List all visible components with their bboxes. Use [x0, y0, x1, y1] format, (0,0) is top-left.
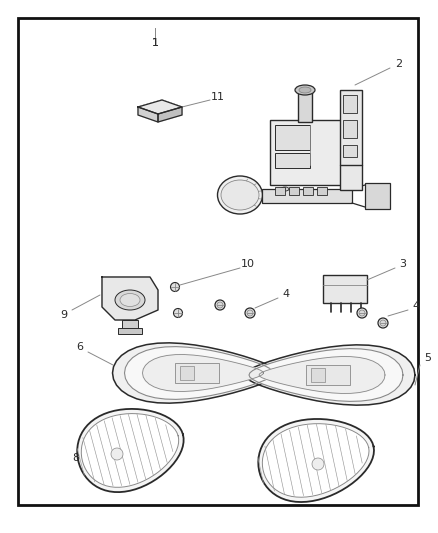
Text: 3: 3	[399, 259, 406, 269]
Bar	[343, 145, 357, 157]
Ellipse shape	[111, 448, 123, 460]
Ellipse shape	[221, 180, 259, 210]
Bar	[175, 363, 219, 383]
Ellipse shape	[359, 310, 365, 316]
Text: 7: 7	[344, 459, 352, 469]
Bar	[298, 90, 312, 122]
Ellipse shape	[378, 318, 388, 328]
Bar	[180, 366, 194, 380]
Ellipse shape	[120, 294, 140, 306]
Polygon shape	[81, 414, 179, 487]
Text: 10: 10	[241, 259, 255, 269]
Ellipse shape	[299, 87, 311, 93]
Ellipse shape	[247, 310, 253, 316]
Polygon shape	[142, 354, 264, 391]
Text: 2: 2	[396, 59, 403, 69]
Ellipse shape	[173, 309, 183, 318]
Bar	[270, 120, 355, 185]
Bar	[343, 120, 357, 138]
Bar	[317, 187, 327, 195]
Text: 1: 1	[152, 38, 159, 48]
Ellipse shape	[380, 320, 386, 326]
Bar	[311, 368, 325, 382]
Bar	[306, 365, 350, 385]
Text: 8: 8	[72, 453, 80, 463]
Bar	[122, 320, 138, 330]
Ellipse shape	[245, 308, 255, 318]
Ellipse shape	[217, 302, 223, 308]
Polygon shape	[102, 277, 158, 320]
Text: 4: 4	[283, 289, 290, 299]
Text: 6: 6	[77, 342, 84, 352]
Polygon shape	[124, 346, 273, 399]
Text: 4: 4	[413, 301, 420, 311]
Polygon shape	[262, 424, 369, 497]
Bar	[340, 90, 362, 190]
Ellipse shape	[170, 282, 180, 292]
Polygon shape	[138, 107, 158, 122]
Bar	[365, 183, 390, 209]
Ellipse shape	[312, 458, 324, 470]
Bar	[275, 187, 285, 195]
Text: 11: 11	[211, 92, 225, 102]
Ellipse shape	[295, 85, 315, 95]
Polygon shape	[258, 419, 374, 502]
Bar	[262, 189, 352, 203]
Ellipse shape	[115, 290, 145, 310]
Polygon shape	[158, 107, 182, 122]
Bar	[343, 95, 357, 113]
Bar	[289, 187, 299, 195]
Bar	[275, 125, 310, 150]
Polygon shape	[245, 345, 415, 405]
Bar	[118, 328, 142, 334]
Polygon shape	[138, 100, 182, 114]
Bar	[323, 275, 367, 303]
Ellipse shape	[215, 300, 225, 310]
Ellipse shape	[218, 176, 262, 214]
Polygon shape	[113, 343, 278, 403]
Polygon shape	[77, 409, 184, 492]
Polygon shape	[259, 357, 385, 393]
Polygon shape	[249, 349, 403, 401]
Text: 1: 1	[152, 38, 159, 48]
Ellipse shape	[281, 187, 289, 191]
Text: 5: 5	[424, 353, 431, 363]
Bar	[303, 187, 313, 195]
Text: 9: 9	[60, 310, 67, 320]
Bar	[275, 153, 310, 168]
Ellipse shape	[357, 308, 367, 318]
